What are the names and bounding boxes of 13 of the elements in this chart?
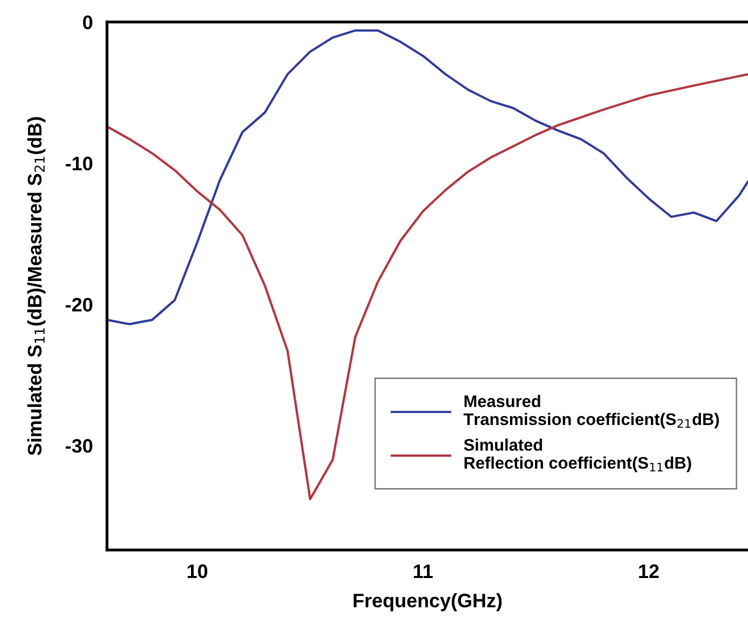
legend-label: Measured Transmission coefficient(S$_{21}$dB) — [464, 394, 719, 428]
y-tick-label: -30 — [66, 438, 92, 453]
x-tick-label: 11 — [414, 564, 433, 578]
y-tick-label: -10 — [66, 156, 92, 170]
line-series — [107, 29, 748, 326]
x-tick-label: 10 — [188, 564, 208, 578]
x-tick-label: 12 — [639, 564, 659, 578]
x-axis-title: Frequency(GHz) — [354, 593, 502, 612]
y-tick-label: -20 — [66, 298, 92, 312]
y-axis-title: Simulated S$_{11}$(dB)/Measured S$_{21}$(dB) — [27, 117, 46, 456]
y-tick-label: 0 — [83, 15, 92, 30]
legend-label: Simulated Reflection coefficient(S$_{11}$dB) — [464, 438, 692, 472]
line-series — [107, 73, 748, 500]
